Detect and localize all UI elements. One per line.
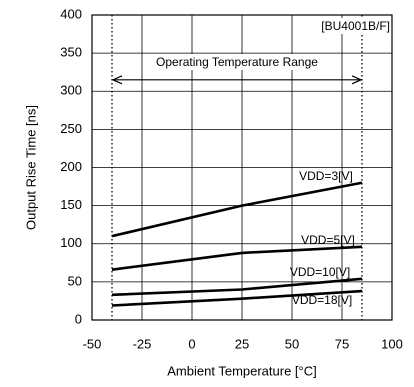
x-tick-label: 0: [188, 336, 195, 351]
series-lines: [111, 181, 363, 307]
y-tick-label: 200: [60, 159, 82, 174]
y-tick-label: 250: [60, 121, 82, 136]
x-tick-label: -50: [83, 336, 102, 351]
x-tick-label: 100: [381, 336, 403, 351]
x-tick-label: -25: [133, 336, 152, 351]
y-axis-label: Output Rise Time [ns]: [23, 105, 38, 230]
range-arrow-left-head: [111, 75, 123, 85]
y-tick-label: 300: [60, 83, 82, 98]
part-number-tag-background: [319, 18, 391, 34]
y-tick-label: 350: [60, 45, 82, 60]
series-line: [111, 277, 363, 297]
x-tick-label: 50: [285, 336, 299, 351]
range-label: Operating Temperature Range: [156, 55, 318, 69]
series-line: [111, 289, 363, 307]
operating-range-bounds: [111, 15, 363, 320]
y-tick-label: 400: [60, 6, 82, 21]
series-label: VDD=5[V]: [301, 233, 355, 247]
x-tick-label: 75: [335, 336, 349, 351]
plot-frame: [91, 14, 393, 321]
series-label: VDD=18[V]: [292, 293, 352, 307]
tick-labels: 0 50 100 150 200 250 300 350 400 -50 -25 0 25 50 75 100: [60, 6, 403, 351]
x-axis-label: Ambient Temperature [°C]: [167, 363, 316, 378]
plot-border: [91, 14, 393, 321]
series-label: VDD=10[V]: [290, 265, 350, 279]
series-labels: VDD=3[V] VDD=5[V] VDD=10[V] VDD=18[V]: [290, 169, 355, 307]
range-arrow-right-head: [351, 75, 363, 85]
part-number-tag: [BU4001B/F]: [321, 19, 390, 33]
x-tick-label: 25: [235, 336, 249, 351]
series-line: [111, 181, 363, 238]
y-tick-label: 150: [60, 197, 82, 212]
series-label: VDD=3[V]: [299, 169, 353, 183]
y-tick-label: 0: [75, 311, 82, 326]
series-line: [111, 245, 363, 271]
y-tick-label: 100: [60, 235, 82, 250]
range-label-background: [153, 53, 322, 70]
annotations: [BU4001B/F] Operating Temperature Range: [111, 18, 391, 85]
y-tick-label: 50: [68, 273, 82, 288]
